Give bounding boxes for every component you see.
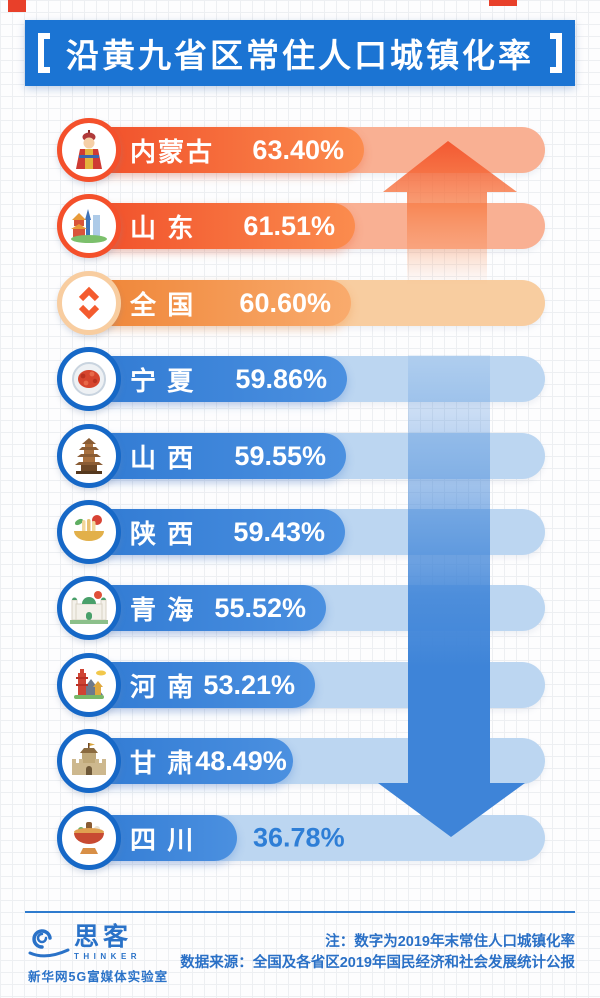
footnotes: 注：数字为2019年末常住人口城镇化率 数据来源：全国及各省区2019年国民经济… [180,932,575,974]
bar-solid: 内蒙古 63.40% [70,127,364,173]
goji-plate-icon [72,362,106,396]
province-label: 河 南 [130,671,196,702]
logo-lab-name: 新华网5G富媒体实验室 [28,970,169,984]
national-updown-icon [78,286,100,320]
province-label: 内蒙古 [130,136,215,167]
value-label: 59.43% [233,516,325,547]
province-label: 甘 肃 [130,747,196,778]
logo-name: 思客 [74,923,133,951]
province-label: 宁 夏 [130,365,196,396]
province-label: 山 东 [130,212,196,243]
hotpot-icon [74,822,104,854]
province-icon-circle [57,729,121,793]
province-icon-circle [57,194,121,258]
value-label: 55.52% [214,592,306,623]
henan-landmark-icon [74,669,106,699]
province-label: 四 川 [130,824,196,855]
province-icon-circle [57,653,121,717]
province-label: 陕 西 [130,518,196,549]
bar-row-national: 全 国 60.60% [57,271,547,335]
bracket-right-icon [550,33,562,73]
province-icon-circle [57,271,121,335]
bracket-left-icon [38,33,50,73]
shandong-skyline-icon [71,209,107,243]
province-label: 全 国 [130,289,196,320]
title-banner: 沿黄九省区常住人口城镇化率 [25,20,575,86]
value-label: 59.55% [234,440,326,471]
value-label: 61.51% [243,210,335,241]
noodle-bowl-icon [74,515,104,541]
province-icon-circle [57,500,121,564]
value-label: 48.49% [195,745,287,776]
value-label: 63.40% [252,134,344,165]
page-title: 沿黄九省区常住人口城镇化率 [66,37,534,74]
note-line: 注：数字为2019年末常住人口城镇化率 [325,934,575,950]
value-label: 59.86% [235,363,327,394]
source-line: 数据来源：全国及各省区2019年国民经济和社会发展统计公报 [180,955,575,971]
down-arrow-icon [378,355,525,837]
footer-divider [25,911,575,913]
mongolian-figure-icon [76,130,102,169]
value-label: 60.60% [239,287,331,318]
logo-subtitle: THINKER [74,952,142,961]
thinker-logo: 思客 THINKER 新华网5G富媒体实验室 [28,924,178,985]
red-tape-decoration-right [489,0,517,6]
bar-solid: 山 东 61.51% [70,203,355,249]
province-label: 青 海 [130,594,196,625]
swirl-logo-icon [28,929,70,958]
province-icon-circle [57,576,121,640]
province-icon-circle [57,118,121,182]
province-icon-circle [57,806,121,870]
bar-row-neimenggu: 内蒙古 63.40% [57,118,547,182]
up-arrow-icon [383,141,517,285]
province-icon-circle [57,424,121,488]
fortress-icon [72,743,106,775]
province-icon-circle [57,347,121,411]
red-tape-decoration-left [8,0,26,12]
value-label: 36.78% [253,822,345,853]
value-label: 53.21% [203,669,295,700]
province-label: 山 西 [130,442,196,473]
mosque-icon [70,591,108,624]
pagoda-tower-icon [75,438,103,474]
